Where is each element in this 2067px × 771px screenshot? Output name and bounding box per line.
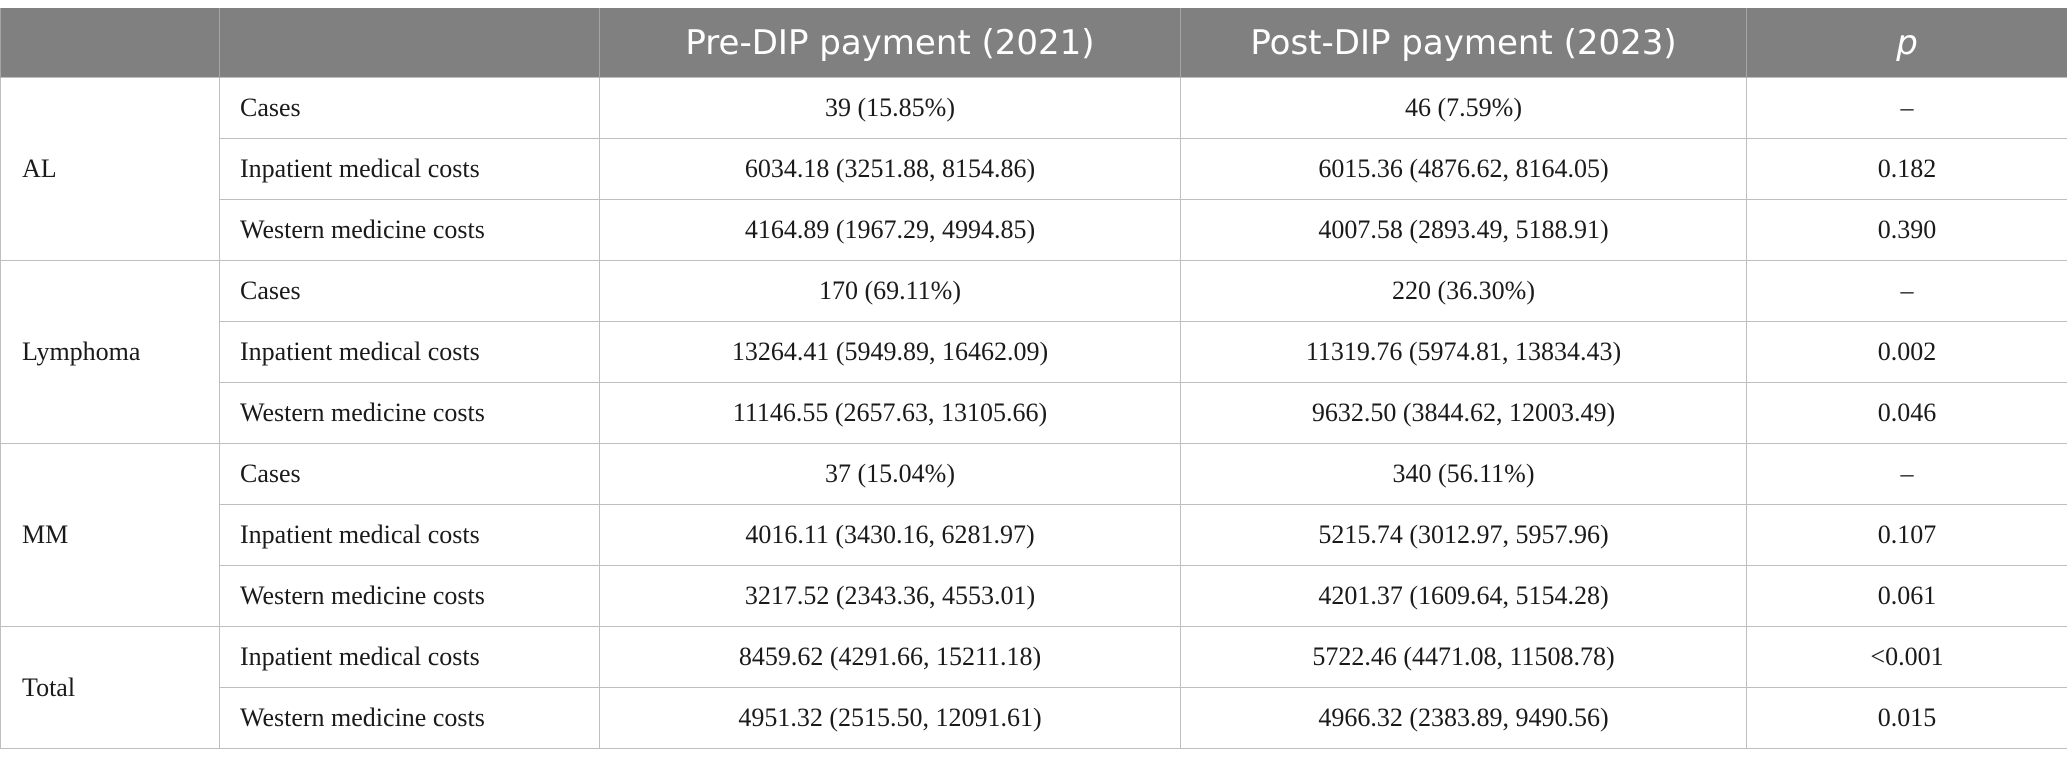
table-row: AL Cases 39 (15.85%) 46 (7.59%) – bbox=[0, 77, 2067, 261]
post-dip-value: 6015.36 (4876.62, 8164.05) bbox=[1180, 138, 1747, 200]
pre-dip-value: 39 (15.85%) bbox=[599, 77, 1181, 139]
table-row: Western medicine costs 4951.32 (2515.50, … bbox=[1, 687, 2067, 749]
p-value: 0.107 bbox=[1746, 504, 2067, 566]
p-value: – bbox=[1746, 443, 2067, 505]
p-value: 0.061 bbox=[1746, 565, 2067, 627]
pre-dip-value: 4164.89 (1967.29, 4994.85) bbox=[599, 199, 1181, 261]
p-value: <0.001 bbox=[1746, 626, 2067, 688]
header-metric bbox=[219, 8, 600, 78]
metric-label: Western medicine costs bbox=[219, 199, 600, 261]
header-pre-dip: Pre-DIP payment (2021) bbox=[599, 8, 1181, 78]
p-value: – bbox=[1746, 260, 2067, 322]
p-value: 0.390 bbox=[1746, 199, 2067, 261]
table-row: Total Inpatient medical costs 8459.62 (429… bbox=[0, 626, 2067, 749]
post-dip-value: 220 (36.30%) bbox=[1180, 260, 1747, 322]
metric-label: Cases bbox=[219, 260, 600, 322]
group-label: Lymphoma bbox=[0, 260, 220, 444]
header-row: Pre-DIP payment (2021) Post-DIP payment … bbox=[0, 8, 2067, 78]
pre-dip-value: 4016.11 (3430.16, 6281.97) bbox=[599, 504, 1181, 566]
table-row: Inpatient medical costs 13264.41 (5949.89… bbox=[1, 321, 2067, 383]
p-value: – bbox=[1746, 77, 2067, 139]
group-label: MM bbox=[0, 443, 220, 627]
table-row: Inpatient medical costs 4016.11 (3430.16,… bbox=[1, 504, 2067, 566]
table-row: Western medicine costs 3217.52 (2343.36, … bbox=[1, 565, 2067, 627]
metric-label: Inpatient medical costs bbox=[219, 321, 600, 383]
results-table: Pre-DIP payment (2021) Post-DIP payment … bbox=[0, 8, 2067, 749]
pre-dip-value: 4951.32 (2515.50, 12091.61) bbox=[599, 687, 1181, 749]
pre-dip-value: 37 (15.04%) bbox=[599, 443, 1181, 505]
pre-dip-value: 170 (69.11%) bbox=[599, 260, 1181, 322]
p-value: 0.002 bbox=[1746, 321, 2067, 383]
p-value: 0.046 bbox=[1746, 382, 2067, 444]
table-body: AL Cases 39 (15.85%) 46 (7.59%) – Inpatient m… bbox=[0, 77, 2067, 749]
metric-label: Inpatient medical costs bbox=[219, 626, 600, 688]
header-post-dip: Post-DIP payment (2023) bbox=[1180, 8, 1747, 78]
pre-dip-value: 3217.52 (2343.36, 4553.01) bbox=[599, 565, 1181, 627]
table-header: Pre-DIP payment (2021) Post-DIP payment … bbox=[0, 8, 2067, 78]
metric-label: Inpatient medical costs bbox=[219, 504, 600, 566]
table-row: Western medicine costs 4164.89 (1967.29, … bbox=[1, 199, 2067, 261]
post-dip-value: 4966.32 (2383.89, 9490.56) bbox=[1180, 687, 1747, 749]
post-dip-value: 4201.37 (1609.64, 5154.28) bbox=[1180, 565, 1747, 627]
pre-dip-value: 11146.55 (2657.63, 13105.66) bbox=[599, 382, 1181, 444]
pre-dip-value: 13264.41 (5949.89, 16462.09) bbox=[599, 321, 1181, 383]
metric-label: Western medicine costs bbox=[219, 382, 600, 444]
metric-label: Western medicine costs bbox=[219, 687, 600, 749]
table-row: Western medicine costs 11146.55 (2657.63,… bbox=[1, 382, 2067, 444]
table-row: Lymphoma Cases 170 (69.11%) 220 (36.30%) – bbox=[0, 260, 2067, 444]
table-row: MM Cases 37 (15.04%) 340 (56.11%) – bbox=[0, 443, 2067, 627]
post-dip-value: 5722.46 (4471.08, 11508.78) bbox=[1180, 626, 1747, 688]
metric-label: Inpatient medical costs bbox=[219, 138, 600, 200]
pre-dip-value: 6034.18 (3251.88, 8154.86) bbox=[599, 138, 1181, 200]
post-dip-value: 4007.58 (2893.49, 5188.91) bbox=[1180, 199, 1747, 261]
header-group bbox=[0, 8, 220, 78]
p-value: 0.015 bbox=[1746, 687, 2067, 749]
group-label: AL bbox=[0, 77, 220, 261]
post-dip-value: 5215.74 (3012.97, 5957.96) bbox=[1180, 504, 1747, 566]
header-p-value: p bbox=[1746, 8, 2067, 78]
post-dip-value: 9632.50 (3844.62, 12003.49) bbox=[1180, 382, 1747, 444]
post-dip-value: 11319.76 (5974.81, 13834.43) bbox=[1180, 321, 1747, 383]
table-row: Inpatient medical costs 6034.18 (3251.88,… bbox=[1, 138, 2067, 200]
group-label: Total bbox=[0, 626, 220, 749]
metric-label: Western medicine costs bbox=[219, 565, 600, 627]
metric-label: Cases bbox=[219, 443, 600, 505]
post-dip-value: 340 (56.11%) bbox=[1180, 443, 1747, 505]
metric-label: Cases bbox=[219, 77, 600, 139]
p-value: 0.182 bbox=[1746, 138, 2067, 200]
pre-dip-value: 8459.62 (4291.66, 15211.18) bbox=[599, 626, 1181, 688]
post-dip-value: 46 (7.59%) bbox=[1180, 77, 1747, 139]
